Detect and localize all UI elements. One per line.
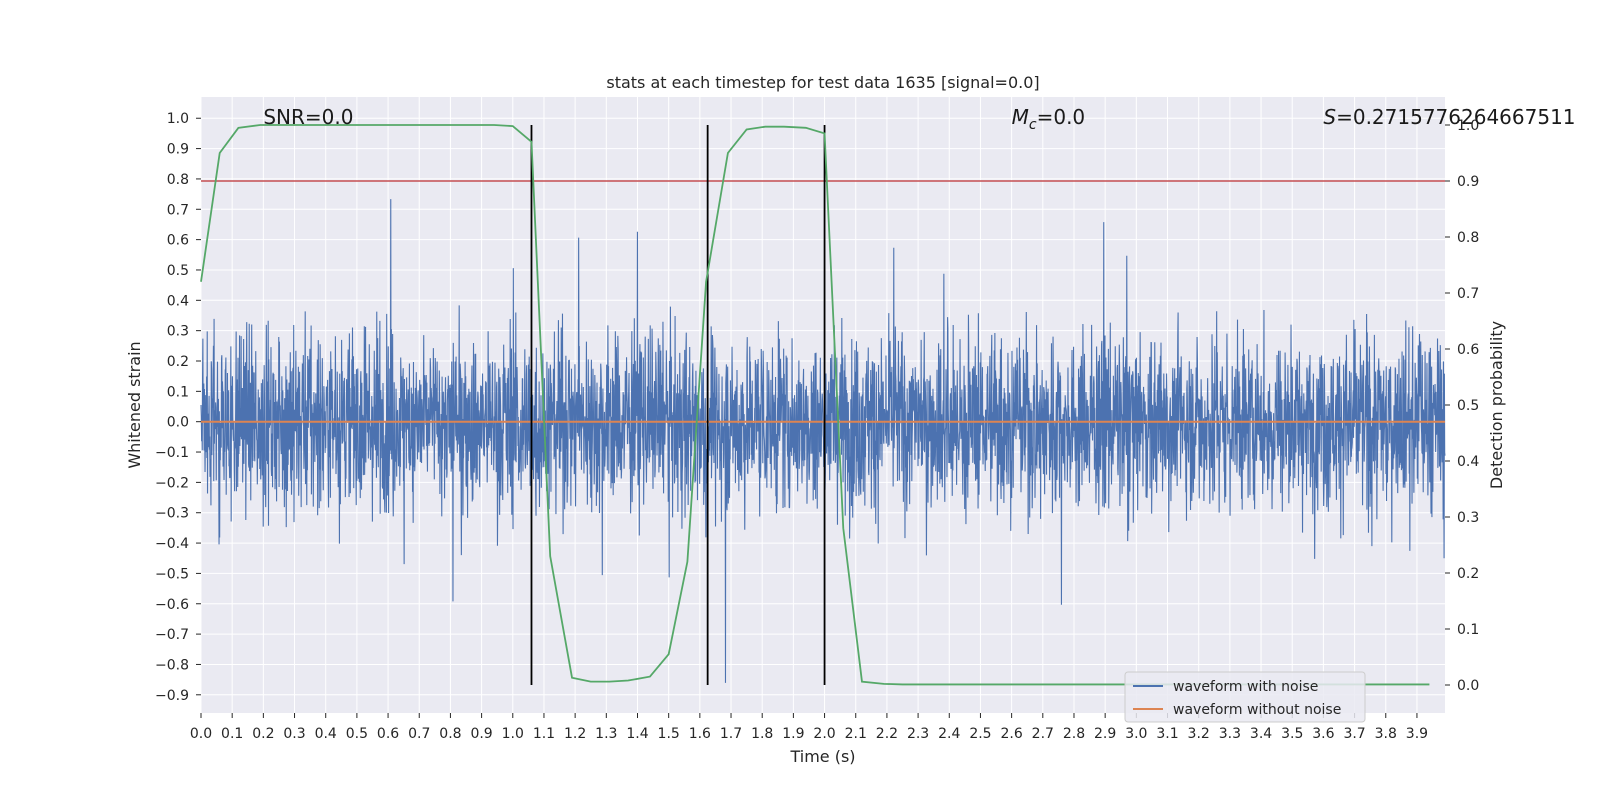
x-tick-label: 0.8: [439, 726, 461, 742]
y-axis-label: Whitened strain: [125, 341, 144, 468]
x-tick-label: 3.7: [1343, 726, 1365, 742]
y-tick-right-label: 0.7: [1457, 286, 1479, 302]
y-tick-label: 0.7: [167, 202, 189, 218]
annotation: Mc=0.0: [1012, 105, 1086, 133]
x-tick-label: 2.2: [876, 726, 898, 742]
vertical-markers: [530, 125, 826, 685]
annotation-symbol: M: [1012, 105, 1029, 129]
x-tick-label: 1.6: [689, 726, 711, 742]
y-tick-right-label: 0.4: [1457, 454, 1479, 470]
x-tick-label: 2.7: [1032, 726, 1054, 742]
x-tick-label: 0.1: [221, 726, 243, 742]
noise-path: [200, 199, 1446, 683]
x-tick-label: 2.5: [969, 726, 991, 742]
x-tick-label: 3.6: [1312, 726, 1334, 742]
x-tick-label: 3.9: [1406, 726, 1428, 742]
x-tick-label: 2.0: [813, 726, 835, 742]
x-tick-label: 3.4: [1250, 726, 1272, 742]
x-tick-label: 3.5: [1281, 726, 1303, 742]
y-tick-label: −0.5: [155, 566, 189, 582]
x-tick-label: 3.8: [1375, 726, 1397, 742]
x-tick-label: 0.4: [315, 726, 337, 742]
x-tick-label: 2.4: [938, 726, 960, 742]
x-tick-label: 2.8: [1063, 726, 1085, 742]
y-tick-label: −0.9: [155, 688, 189, 704]
annotation-symbol: S: [1323, 105, 1336, 129]
y-tick-label: 0.0: [167, 415, 189, 431]
y-tick-label: 0.8: [167, 172, 189, 188]
y-tick-label: −0.3: [155, 506, 189, 522]
legend-box: [1124, 671, 1366, 723]
x-tick-label: 1.0: [502, 726, 524, 742]
y-tick-label: 0.6: [167, 233, 189, 249]
x-tick-label: 3.0: [1125, 726, 1147, 742]
y-tick-label: −0.8: [155, 657, 189, 673]
x-tick-label: 2.3: [907, 726, 929, 742]
x-tick-label: 0.2: [252, 726, 274, 742]
x-tick-label: 2.6: [1000, 726, 1022, 742]
x-tick-label: 0.9: [470, 726, 492, 742]
series-waveform-with-noise: [200, 199, 1446, 683]
x-tick-label: 1.4: [626, 726, 648, 742]
y-tick-label: 0.1: [167, 384, 189, 400]
y-tick-label: 0.3: [167, 324, 189, 340]
x-tick-label: 3.3: [1219, 726, 1241, 742]
y-tick-right-label: 0.5: [1457, 398, 1479, 414]
y-tick-label: −0.4: [155, 536, 189, 552]
x-tick-label: 0.3: [283, 726, 305, 742]
y-tick-right-label: 0.8: [1457, 230, 1479, 246]
x-tick-label: 1.1: [533, 726, 555, 742]
x-tick-label: 3.2: [1188, 726, 1210, 742]
y-tick-label: 0.5: [167, 263, 189, 279]
y-tick-right-label: 0.0: [1457, 678, 1479, 694]
x-tick-label: 0.0: [190, 726, 212, 742]
y-tick-right-label: 0.1: [1457, 622, 1479, 638]
x-tick-label: 0.5: [346, 726, 368, 742]
annotations: SNR=0.0 Mc=0.0 S=0.2715776264667511: [263, 105, 1575, 133]
annotation: SNR=0.0: [263, 105, 353, 129]
y-tick-right-label: 0.3: [1457, 510, 1479, 526]
x-tick-label: 1.9: [782, 726, 804, 742]
x-tick-label: 1.3: [595, 726, 617, 742]
x-tick-label: 0.6: [377, 726, 399, 742]
y-ticks-right: 0.0 0.1 0.2 0.3 0.4 0.5 0.6 0.7 0.8 0.9 1.0: [1445, 118, 1479, 694]
annotation-value: =0.0: [1037, 105, 1086, 129]
x-ticks: 0.0 0.1 0.2 0.3 0.4 0.5 0.6 0.7 0.8 0.9 1.0 1.1 1.2 1…: [190, 713, 1428, 742]
legend-label: waveform without noise: [1173, 702, 1341, 718]
y-tick-right-label: 0.9: [1457, 174, 1479, 190]
x-axis-label: Time (s): [789, 747, 855, 766]
annotation-value: =0.2715776264667511: [1336, 105, 1575, 129]
y-tick-right-label: 0.6: [1457, 342, 1479, 358]
y-tick-label: −0.7: [155, 627, 189, 643]
x-tick-label: 2.9: [1094, 726, 1116, 742]
annotation: S=0.2715776264667511: [1323, 105, 1575, 129]
y-tick-label: −0.2: [155, 475, 189, 491]
y-axis-label-right: Detection probability: [1487, 321, 1506, 489]
y-tick-right-label: 1.0: [1457, 118, 1479, 134]
y-ticks-left: −0.9 −0.8 −0.7 −0.6 −0.5 −0.4 −0.3 −0.2 −0.1 0.0 0…: [155, 111, 201, 704]
y-tick-label: 0.4: [167, 293, 189, 309]
x-tick-label: 1.2: [564, 726, 586, 742]
y-tick-label: −0.1: [155, 445, 189, 461]
legend: waveform with noise waveform without nois…: [1124, 671, 1366, 723]
y-tick-label: 0.2: [167, 354, 189, 370]
y-tick-label: −0.6: [155, 597, 189, 613]
x-tick-label: 3.1: [1156, 726, 1178, 742]
x-tick-label: 1.7: [720, 726, 742, 742]
x-tick-label: 0.7: [408, 726, 430, 742]
x-tick-label: 1.5: [658, 726, 680, 742]
x-tick-label: 1.8: [751, 726, 773, 742]
annotation-subscript: c: [1029, 117, 1037, 133]
legend-label: waveform with noise: [1173, 679, 1318, 695]
y-tick-label: 1.0: [167, 111, 189, 127]
x-tick-label: 2.1: [845, 726, 867, 742]
chart-title: stats at each timestep for test data 163…: [606, 73, 1039, 92]
y-tick-label: 0.9: [167, 142, 189, 158]
y-tick-right-label: 0.2: [1457, 566, 1479, 582]
